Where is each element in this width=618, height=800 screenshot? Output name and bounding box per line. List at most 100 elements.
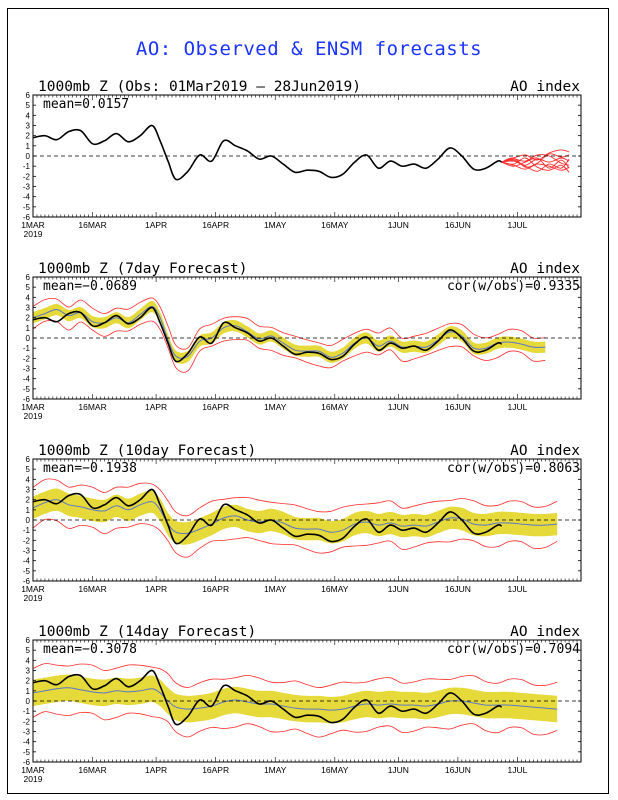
panel-title: 1000mb Z (10day Forecast) xyxy=(38,443,256,459)
x-tick-label: 16JUN xyxy=(445,765,471,775)
forecast-member-2 xyxy=(501,157,570,166)
year-label: 2019 xyxy=(24,593,43,603)
year-label: 2019 xyxy=(24,411,43,421)
x-tick-label: 1MAR xyxy=(21,402,45,412)
y-tick-label: 2 xyxy=(26,496,31,505)
x-tick-label: 1JUL xyxy=(508,220,528,230)
ensemble-mean-line xyxy=(33,687,558,711)
member-lower-line xyxy=(33,711,558,738)
index-label: AO index xyxy=(510,443,580,459)
forecast-member-3 xyxy=(501,161,570,171)
y-tick-label: -1 xyxy=(23,526,31,535)
x-tick-label: 16JUN xyxy=(445,584,471,594)
forecast-member-8 xyxy=(501,153,570,168)
y-tick-label: -2 xyxy=(23,354,31,363)
y-tick-label: 5 xyxy=(26,465,31,474)
mean-label: mean=−0.3078 xyxy=(43,642,137,657)
forecast-member-4 xyxy=(501,154,570,166)
observed-line xyxy=(33,306,502,363)
plot-data xyxy=(33,124,570,181)
y-tick-label: -4 xyxy=(23,738,31,747)
member-upper-line xyxy=(33,663,558,689)
y-tick-label: 6 xyxy=(26,455,31,464)
mean-label: mean=−0.1938 xyxy=(43,461,137,476)
y-tick-label: -4 xyxy=(23,375,31,384)
forecast-member-7 xyxy=(501,157,570,169)
mean-label: mean=−0.0689 xyxy=(43,279,137,294)
x-tick-label: 1JUN xyxy=(388,584,409,594)
plot-data xyxy=(33,663,558,738)
x-tick-label: 1MAY xyxy=(264,220,287,230)
y-tick-label: -4 xyxy=(23,193,31,202)
x-tick-label: 16JUN xyxy=(445,220,471,230)
observed-line xyxy=(33,488,502,545)
x-tick-label: 1JUN xyxy=(388,220,409,230)
x-tick-label: 16MAY xyxy=(321,402,349,412)
y-tick-label: 4 xyxy=(26,656,31,665)
x-tick-label: 1MAR xyxy=(21,220,45,230)
y-tick-label: 6 xyxy=(26,636,31,645)
x-tick-label: 1JUN xyxy=(388,402,409,412)
y-tick-label: -2 xyxy=(23,172,31,181)
y-tick-label: 5 xyxy=(26,283,31,292)
x-tick-label: 1APR xyxy=(145,584,167,594)
x-tick-label: 1APR xyxy=(145,402,167,412)
y-tick-label: 1 xyxy=(26,687,31,696)
figure-title: AO: Observed & ENSM forecasts xyxy=(135,38,483,60)
x-tick-label: 1APR xyxy=(145,220,167,230)
x-tick-label: 16JUN xyxy=(445,402,471,412)
observed-line xyxy=(33,124,502,181)
y-tick-label: -3 xyxy=(23,547,31,556)
forecast-member-6 xyxy=(501,158,570,172)
y-tick-label: 3 xyxy=(26,667,31,676)
panel-title: 1000mb Z (7day Forecast) xyxy=(38,261,248,277)
x-tick-label: 1JUL xyxy=(508,765,528,775)
y-tick-label: 2 xyxy=(26,132,31,141)
y-tick-label: 0 xyxy=(26,334,31,343)
index-label: AO index xyxy=(510,79,580,95)
y-tick-label: 2 xyxy=(26,677,31,686)
x-tick-label: 1MAY xyxy=(264,584,287,594)
plot-data xyxy=(33,297,546,373)
x-tick-label: 1MAY xyxy=(264,402,287,412)
panel-3: 1000mb Z (10day Forecast) AO index 654 3210… xyxy=(21,443,582,603)
y-tick-label: -6 xyxy=(23,213,31,222)
x-tick-label: 16APR xyxy=(202,402,229,412)
y-tick-label: 2 xyxy=(26,314,31,323)
x-tick-label: 1MAR xyxy=(21,584,45,594)
y-tick-label: -2 xyxy=(23,717,31,726)
y-tick-label: 5 xyxy=(26,101,31,110)
x-tick-label: 16MAR xyxy=(78,402,106,412)
y-tick-label: 3 xyxy=(26,486,31,495)
y-tick-label: -6 xyxy=(23,577,31,586)
x-tick-label: 16MAR xyxy=(78,765,106,775)
x-tick-label: 16MAY xyxy=(321,584,349,594)
x-tick-label: 1MAR xyxy=(21,765,45,775)
y-tick-label: -2 xyxy=(23,536,31,545)
y-tick-label: -1 xyxy=(23,344,31,353)
y-tick-label: -6 xyxy=(23,395,31,404)
spread-band xyxy=(33,488,558,545)
y-tick-label: 3 xyxy=(26,304,31,313)
y-tick-label: -3 xyxy=(23,183,31,192)
x-tick-label: 1MAY xyxy=(264,765,287,775)
observed-line xyxy=(33,669,502,726)
y-tick-label: 5 xyxy=(26,646,31,655)
y-tick-label: 4 xyxy=(26,111,31,120)
x-tick-label: 16MAY xyxy=(321,220,349,230)
y-tick-label: 1 xyxy=(26,506,31,515)
y-tick-label: 0 xyxy=(26,152,31,161)
index-label: AO index xyxy=(510,624,580,640)
correlation-label: cor(w/obs)=0.8063 xyxy=(447,461,580,476)
x-tick-label: 16MAR xyxy=(78,220,106,230)
y-tick-label: 0 xyxy=(26,697,31,706)
figure-frame xyxy=(7,8,609,794)
plot-data xyxy=(33,478,558,558)
x-tick-label: 16MAR xyxy=(78,584,106,594)
member-lower-line xyxy=(33,518,558,558)
member-lower-line xyxy=(33,320,546,373)
x-tick-label: 1APR xyxy=(145,765,167,775)
panel-4: 1000mb Z (14day Forecast) AO index 654 3210… xyxy=(21,624,582,784)
y-tick-label: 4 xyxy=(26,475,31,484)
y-tick-label: -5 xyxy=(23,567,31,576)
